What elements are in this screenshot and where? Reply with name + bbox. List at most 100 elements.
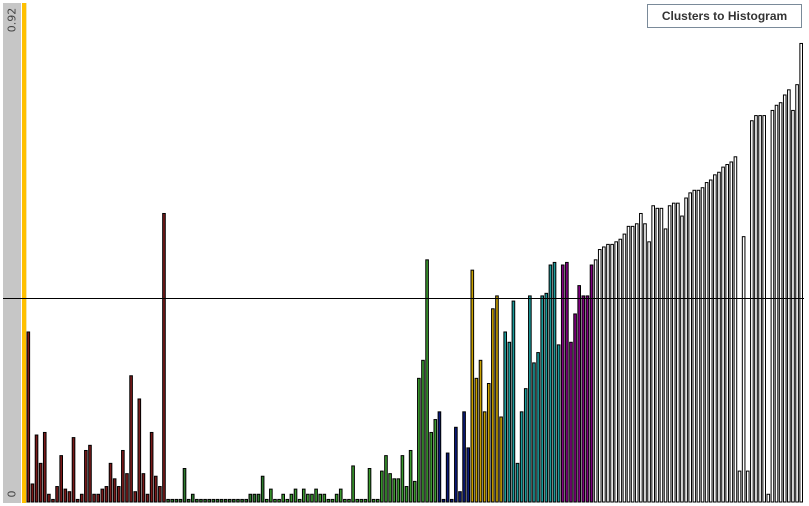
bar[interactable] — [203, 498, 207, 503]
bar[interactable] — [540, 295, 545, 503]
bar[interactable] — [544, 292, 549, 503]
bar[interactable] — [129, 375, 133, 503]
bar[interactable] — [190, 493, 195, 503]
bar[interactable] — [277, 498, 281, 503]
bar[interactable] — [573, 313, 577, 503]
bar[interactable] — [88, 444, 92, 503]
bar[interactable] — [371, 498, 376, 503]
bar[interactable] — [466, 447, 471, 503]
bar[interactable] — [454, 426, 458, 503]
bar[interactable] — [256, 493, 261, 503]
bar[interactable] — [778, 102, 783, 503]
bar[interactable] — [523, 388, 528, 503]
bar[interactable] — [67, 491, 72, 503]
bar[interactable] — [569, 341, 573, 503]
bar[interactable] — [659, 207, 664, 503]
bar[interactable] — [318, 493, 323, 503]
bar[interactable] — [400, 455, 405, 503]
bar[interactable] — [458, 491, 462, 503]
bar[interactable] — [515, 462, 520, 503]
bar[interactable] — [359, 498, 364, 503]
bar[interactable] — [310, 493, 314, 503]
bar[interactable] — [207, 498, 211, 503]
bar[interactable] — [729, 161, 734, 503]
bar[interactable] — [133, 491, 137, 503]
bar[interactable] — [556, 344, 561, 503]
bar[interactable] — [791, 109, 795, 503]
bar[interactable] — [754, 115, 758, 503]
bar[interactable] — [462, 411, 466, 503]
bar[interactable] — [795, 84, 799, 503]
bar[interactable] — [643, 223, 647, 503]
bar[interactable] — [38, 462, 43, 503]
bar[interactable] — [355, 498, 360, 503]
bar[interactable] — [680, 215, 684, 503]
bar[interactable] — [158, 486, 162, 503]
bar[interactable] — [232, 498, 236, 503]
bar[interactable] — [137, 398, 142, 503]
bar[interactable] — [252, 493, 257, 503]
bar[interactable] — [186, 498, 191, 503]
bar[interactable] — [178, 498, 183, 503]
bar[interactable] — [634, 223, 639, 503]
bar[interactable] — [223, 498, 228, 503]
bar[interactable] — [671, 202, 676, 503]
bar[interactable] — [441, 498, 446, 503]
bar[interactable] — [330, 498, 335, 503]
bar[interactable] — [499, 416, 503, 503]
bar[interactable] — [112, 478, 117, 503]
bar[interactable] — [211, 498, 216, 503]
bar[interactable] — [684, 197, 688, 503]
bar[interactable] — [417, 377, 421, 503]
bar[interactable] — [281, 493, 286, 503]
clusters-to-histogram-button[interactable]: Clusters to Histogram — [647, 4, 802, 28]
bar[interactable] — [597, 249, 602, 503]
bar[interactable] — [289, 493, 294, 503]
bar[interactable] — [351, 465, 355, 503]
bar[interactable] — [26, 331, 31, 503]
bar[interactable] — [766, 493, 771, 503]
bar[interactable] — [125, 473, 129, 503]
bar[interactable] — [721, 166, 725, 503]
bar[interactable] — [630, 225, 635, 503]
bar[interactable] — [71, 437, 76, 503]
bar[interactable] — [195, 498, 199, 503]
bar[interactable] — [585, 295, 590, 503]
bar[interactable] — [692, 189, 697, 503]
bar[interactable] — [149, 431, 154, 503]
bar[interactable] — [384, 455, 388, 503]
bar[interactable] — [663, 228, 668, 503]
bar[interactable] — [758, 115, 762, 503]
bar[interactable] — [737, 470, 742, 503]
bar[interactable] — [59, 455, 63, 503]
bar[interactable] — [30, 483, 35, 503]
bar[interactable] — [593, 259, 598, 503]
bar[interactable] — [314, 488, 318, 503]
bar[interactable] — [121, 449, 125, 503]
bar[interactable] — [704, 182, 709, 503]
bar[interactable] — [478, 359, 483, 503]
bar[interactable] — [602, 246, 606, 503]
bar[interactable] — [380, 470, 384, 503]
bar[interactable] — [392, 478, 397, 503]
bar[interactable] — [626, 225, 631, 503]
bar[interactable] — [536, 352, 540, 503]
bar[interactable] — [577, 285, 582, 503]
bar[interactable] — [676, 202, 680, 503]
bar[interactable] — [741, 236, 746, 503]
bar[interactable] — [429, 431, 434, 503]
bar[interactable] — [108, 462, 113, 503]
bar[interactable] — [367, 468, 372, 503]
bar[interactable] — [34, 434, 39, 503]
bar[interactable] — [618, 238, 623, 503]
bar[interactable] — [170, 498, 174, 503]
bar[interactable] — [421, 359, 425, 503]
bar[interactable] — [622, 233, 627, 503]
bar[interactable] — [614, 241, 619, 503]
bar[interactable] — [647, 241, 651, 503]
bar[interactable] — [301, 488, 306, 503]
bar[interactable] — [750, 120, 754, 503]
bar[interactable] — [482, 411, 487, 503]
bar[interactable] — [404, 486, 409, 503]
bar[interactable] — [227, 498, 232, 503]
